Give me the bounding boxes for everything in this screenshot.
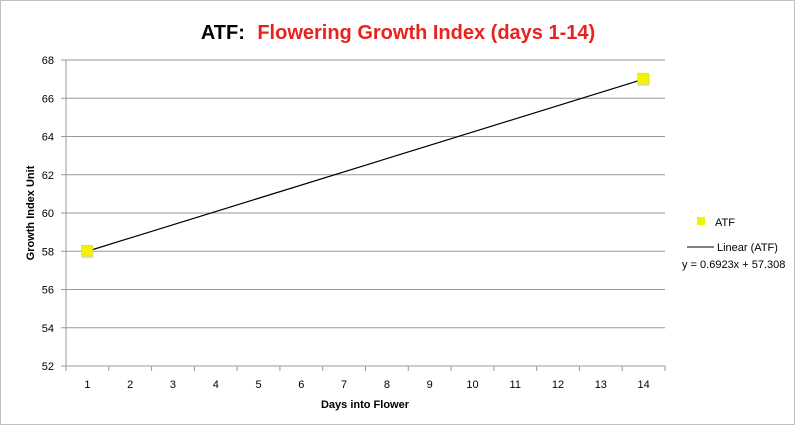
legend-label-linear: Linear (ATF) — [717, 242, 778, 254]
x-tick-label-9: 9 — [427, 379, 433, 391]
axes — [65, 60, 666, 371]
y-axis-title: Growth Index Unit — [25, 165, 37, 260]
y-tick-label-58: 58 — [42, 246, 54, 258]
x-tick-label-6: 6 — [298, 379, 304, 391]
y-tick-label-64: 64 — [42, 132, 54, 144]
y-tick-label-66: 66 — [42, 93, 54, 105]
y-tick-label-52: 52 — [42, 361, 54, 373]
y-tick-label-56: 56 — [42, 285, 54, 297]
chart-title-main: Flowering Growth Index (days 1-14) — [257, 22, 595, 44]
x-tick-label-12: 12 — [552, 379, 564, 391]
x-tick-label-13: 13 — [595, 379, 607, 391]
x-tick-label-1: 1 — [84, 379, 90, 391]
trendline-equation: y = 0.6923x + 57.308 — [682, 259, 785, 271]
x-tick-label-11: 11 — [510, 379, 521, 391]
x-tick-label-5: 5 — [255, 379, 261, 391]
gridlines — [61, 59, 665, 367]
trendline-group — [87, 78, 644, 252]
x-tick-label-2: 2 — [127, 379, 133, 391]
legend-marker-atf — [697, 217, 705, 225]
x-tick-labels: 1 2 3 4 5 6 7 8 9 10 11 12 13 14 — [84, 379, 649, 391]
x-tick-label-7: 7 — [341, 379, 347, 391]
trendline — [87, 78, 644, 252]
x-tick-label-14: 14 — [637, 379, 649, 391]
data-points — [81, 72, 650, 259]
y-tick-label-62: 62 — [42, 170, 54, 182]
y-tick-label-54: 54 — [42, 323, 54, 335]
chart-title: ATF: Flowering Growth Index (days 1-14) — [201, 22, 595, 44]
legend: ATF Linear (ATF) y = 0.6923x + 57.308 — [682, 217, 785, 271]
x-tick-label-3: 3 — [170, 379, 176, 391]
x-tick-label-4: 4 — [213, 379, 219, 391]
y-tick-label-68: 68 — [42, 55, 54, 67]
y-tick-labels: 52 54 56 58 60 62 64 66 68 — [42, 55, 54, 373]
x-tick-label-10: 10 — [466, 379, 478, 391]
data-point-atf-0 — [81, 245, 93, 257]
chart-title-prefix: ATF: — [201, 22, 245, 44]
x-tick-label-8: 8 — [384, 379, 390, 391]
data-point-atf-1 — [637, 72, 649, 85]
y-tick-label-60: 60 — [42, 208, 54, 220]
x-axis-title: Days into Flower — [321, 399, 410, 411]
legend-label-atf: ATF — [715, 217, 735, 229]
